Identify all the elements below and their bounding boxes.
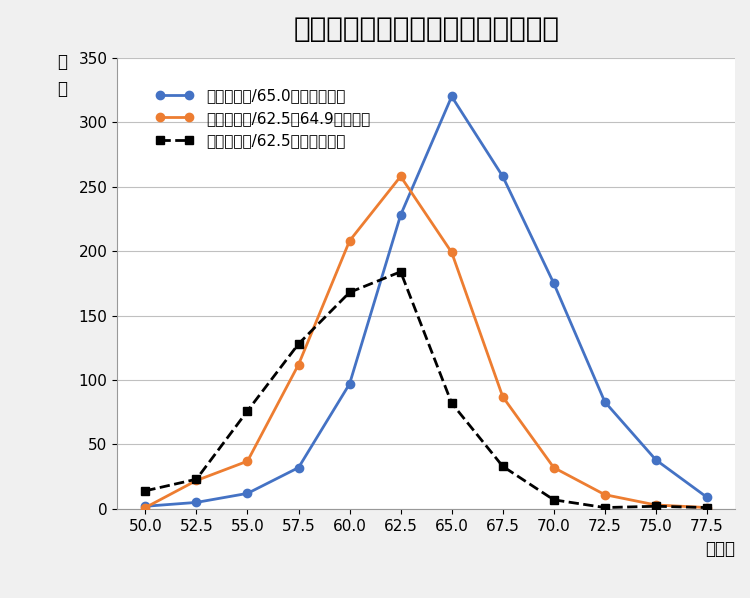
- 合格者平均/62.5～64.9の大学郡: [192, 477, 201, 484]
- 合格者平均/62.5～64.9の大学郡: [600, 491, 609, 498]
- 合格者平均/65.0以上の大学郡: [243, 490, 252, 497]
- Line: 合格者平均/62.5～64.9の大学郡: 合格者平均/62.5～64.9の大学郡: [141, 172, 711, 512]
- 合格者平均/65.0以上の大学郡: [396, 212, 405, 219]
- 合格者平均/65.0以上の大学郡: [600, 398, 609, 405]
- Line: 合格者平均/65.0以上の大学郡: 合格者平均/65.0以上の大学郡: [141, 92, 711, 511]
- 合格者平均/65.0以上の大学郡: [549, 280, 558, 287]
- 合格者平均/62.5未満の大学群: [294, 340, 303, 347]
- 合格者平均/62.5未満の大学群: [141, 487, 150, 495]
- 合格者平均/62.5未満の大学群: [447, 399, 456, 407]
- 合格者平均/62.5～64.9の大学郡: [703, 504, 712, 511]
- 合格者平均/65.0以上の大学郡: [651, 456, 660, 463]
- 合格者平均/65.0以上の大学郡: [294, 464, 303, 471]
- 合格者平均/62.5未満の大学群: [345, 289, 354, 296]
- 合格者平均/62.5未満の大学群: [498, 463, 507, 470]
- 合格者平均/62.5～64.9の大学郡: [396, 173, 405, 180]
- 合格者平均/62.5～64.9の大学郡: [549, 464, 558, 471]
- 合格者平均/65.0以上の大学郡: [498, 173, 507, 180]
- Legend: 合格者平均/65.0以上の大学郡, 合格者平均/62.5～64.9の大学郡, 合格者平均/62.5未満の大学群: 合格者平均/65.0以上の大学郡, 合格者平均/62.5～64.9の大学郡, 合…: [156, 88, 370, 148]
- Text: 数: 数: [57, 80, 67, 99]
- 合格者平均/65.0以上の大学郡: [141, 503, 150, 510]
- 合格者平均/62.5～64.9の大学郡: [447, 249, 456, 256]
- 合格者平均/65.0以上の大学郡: [447, 93, 456, 100]
- 合格者平均/65.0以上の大学郡: [345, 380, 354, 388]
- 合格者平均/62.5未満の大学群: [243, 407, 252, 414]
- 合格者平均/62.5未満の大学群: [549, 496, 558, 504]
- 合格者平均/62.5～64.9の大学郡: [294, 361, 303, 368]
- Text: 人: 人: [57, 53, 67, 71]
- Title: 私立大医学科合格者　レベル別分布: 私立大医学科合格者 レベル別分布: [293, 15, 560, 43]
- 合格者平均/62.5～64.9の大学郡: [141, 504, 150, 511]
- 合格者平均/65.0以上の大学郡: [703, 494, 712, 501]
- Line: 合格者平均/62.5未満の大学群: 合格者平均/62.5未満の大学群: [141, 267, 711, 512]
- 合格者平均/62.5未満の大学群: [192, 475, 201, 483]
- 合格者平均/62.5未満の大学群: [703, 504, 712, 511]
- 合格者平均/62.5～64.9の大学郡: [498, 393, 507, 400]
- 合格者平均/62.5～64.9の大学郡: [345, 237, 354, 245]
- 合格者平均/62.5～64.9の大学郡: [651, 501, 660, 508]
- 合格者平均/62.5未満の大学群: [600, 504, 609, 511]
- Text: 偏差値: 偏差値: [705, 541, 735, 559]
- 合格者平均/62.5未満の大学群: [651, 503, 660, 510]
- 合格者平均/62.5未満の大学群: [396, 268, 405, 275]
- 合格者平均/65.0以上の大学郡: [192, 499, 201, 506]
- 合格者平均/62.5～64.9の大学郡: [243, 457, 252, 465]
